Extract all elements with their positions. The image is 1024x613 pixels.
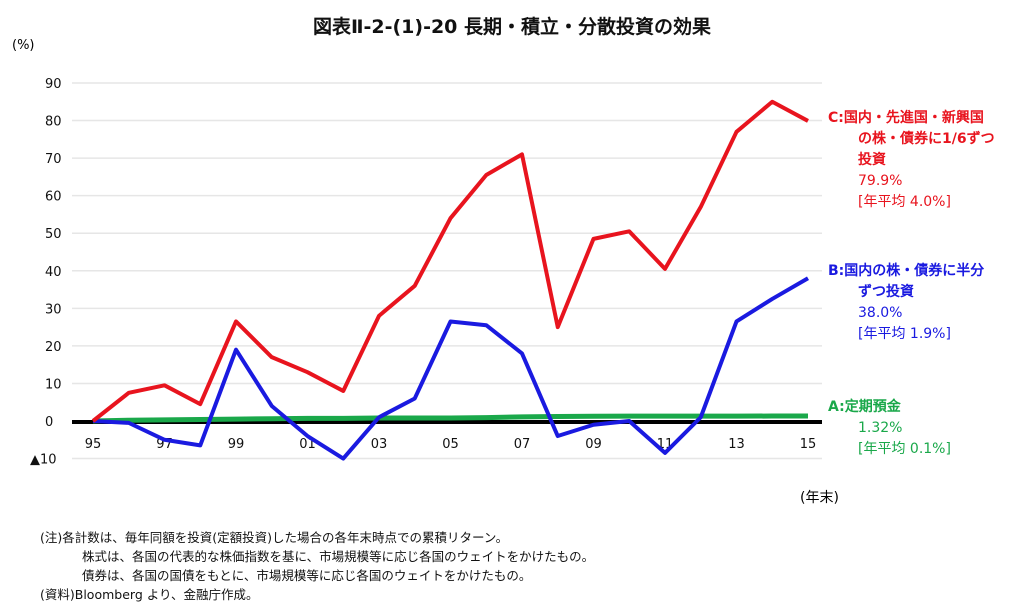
legend-b-line: ずつ投資 bbox=[858, 284, 914, 300]
note-line: 債券は、各国の国債をもとに、市場規模等に応じ各国のウェイトをかけたもの。 bbox=[82, 568, 532, 583]
legend-c-line: の株・債券に1/6ずつ bbox=[858, 131, 995, 147]
legend-a-line: A:定期預金 bbox=[828, 399, 901, 415]
legend-c-line: 投資 bbox=[858, 152, 886, 168]
legend-a-avg: [年平均 0.1%] bbox=[858, 441, 951, 457]
x-tick-label: 09 bbox=[585, 437, 602, 452]
series-B-line bbox=[92, 276, 810, 461]
legend-c-total: 79.9% bbox=[858, 173, 903, 189]
legend-b-line: B:国内の株・債券に半分 bbox=[828, 263, 985, 279]
y-tick-label: 50 bbox=[45, 227, 62, 242]
y-tick-label: 70 bbox=[45, 152, 62, 167]
x-axis-unit: (年末) bbox=[800, 490, 839, 506]
y-tick-label: 30 bbox=[45, 302, 62, 317]
y-tick-label: 40 bbox=[45, 265, 62, 280]
legend-c-line: C:国内・先進国・新興国 bbox=[828, 110, 984, 126]
notes: (注)各計数は、毎年同額を投資(定額投資)した場合の各年末時点での累積リターン。… bbox=[40, 528, 594, 604]
series-A-line bbox=[92, 413, 808, 424]
x-tick-label: 13 bbox=[728, 437, 745, 452]
note-line: (注)各計数は、毎年同額を投資(定額投資)した場合の各年末時点での累積リターン。 bbox=[40, 530, 509, 545]
legend-b: B:国内の株・債券に半分 ずつ投資 38.0% [年平均 1.9%] bbox=[828, 261, 984, 345]
y-tick-label: 80 bbox=[45, 115, 62, 130]
x-tick-label: 05 bbox=[442, 437, 459, 452]
legend-b-total: 38.0% bbox=[858, 305, 903, 321]
x-tick-label: 15 bbox=[800, 437, 817, 452]
x-tick-label: 07 bbox=[514, 437, 531, 452]
y-axis-unit: (%) bbox=[12, 38, 35, 53]
note-source: (資料)Bloomberg より、金融庁作成。 bbox=[40, 587, 259, 602]
chart-title: 図表Ⅱ-2-(1)-20 長期・積立・分散投資の効果 bbox=[312, 16, 712, 38]
x-tick-label: 99 bbox=[228, 437, 245, 452]
legend-a: A:定期預金 1.32% [年平均 0.1%] bbox=[828, 397, 951, 460]
legend-c: C:国内・先進国・新興国 の株・債券に1/6ずつ 投資 79.9% [年平均 4… bbox=[828, 108, 995, 213]
y-tick-label: 10 bbox=[45, 377, 62, 392]
y-tick-label: 60 bbox=[45, 190, 62, 205]
note-line: 株式は、各国の代表的な株価指数を基に、市場規模等に応じ各国のウェイトをかけたもの… bbox=[82, 549, 595, 564]
y-tick-label: 90 bbox=[45, 77, 62, 92]
y-tick-label: ▲10 bbox=[30, 453, 57, 468]
legend-b-avg: [年平均 1.9%] bbox=[858, 326, 951, 342]
y-tick-label: 20 bbox=[45, 340, 62, 355]
x-tick-label: 95 bbox=[85, 437, 102, 452]
legend-c-avg: [年平均 4.0%] bbox=[858, 194, 951, 210]
x-tick-label: 03 bbox=[371, 437, 388, 452]
legend-a-total: 1.32% bbox=[858, 420, 903, 436]
series-C-line bbox=[91, 99, 809, 423]
y-tick-label: 0 bbox=[45, 415, 53, 430]
